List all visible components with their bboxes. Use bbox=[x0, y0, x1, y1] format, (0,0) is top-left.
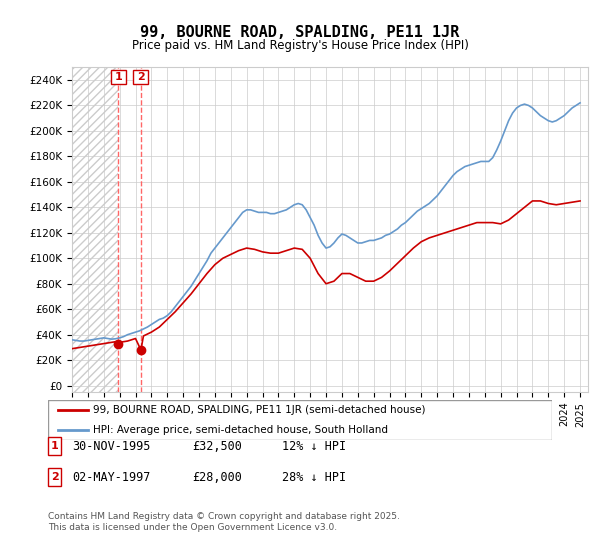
FancyBboxPatch shape bbox=[48, 400, 552, 440]
Text: Contains HM Land Registry data © Crown copyright and database right 2025.
This d: Contains HM Land Registry data © Crown c… bbox=[48, 512, 400, 532]
Text: 1: 1 bbox=[115, 72, 122, 82]
Text: 99, BOURNE ROAD, SPALDING, PE11 1JR (semi-detached house): 99, BOURNE ROAD, SPALDING, PE11 1JR (sem… bbox=[94, 405, 426, 415]
Text: £32,500: £32,500 bbox=[192, 440, 242, 454]
Text: 99, BOURNE ROAD, SPALDING, PE11 1JR: 99, BOURNE ROAD, SPALDING, PE11 1JR bbox=[140, 25, 460, 40]
Text: Price paid vs. HM Land Registry's House Price Index (HPI): Price paid vs. HM Land Registry's House … bbox=[131, 39, 469, 52]
Text: 30-NOV-1995: 30-NOV-1995 bbox=[72, 440, 151, 454]
Text: 2: 2 bbox=[137, 72, 145, 82]
Text: HPI: Average price, semi-detached house, South Holland: HPI: Average price, semi-detached house,… bbox=[94, 425, 388, 435]
Text: £28,000: £28,000 bbox=[192, 471, 242, 484]
Text: 02-MAY-1997: 02-MAY-1997 bbox=[72, 471, 151, 484]
Bar bbox=[72, 67, 118, 392]
Text: 2: 2 bbox=[51, 472, 58, 482]
Text: 28% ↓ HPI: 28% ↓ HPI bbox=[282, 471, 346, 484]
Text: 1: 1 bbox=[51, 441, 58, 451]
Bar bbox=[72, 67, 118, 392]
Text: 12% ↓ HPI: 12% ↓ HPI bbox=[282, 440, 346, 454]
